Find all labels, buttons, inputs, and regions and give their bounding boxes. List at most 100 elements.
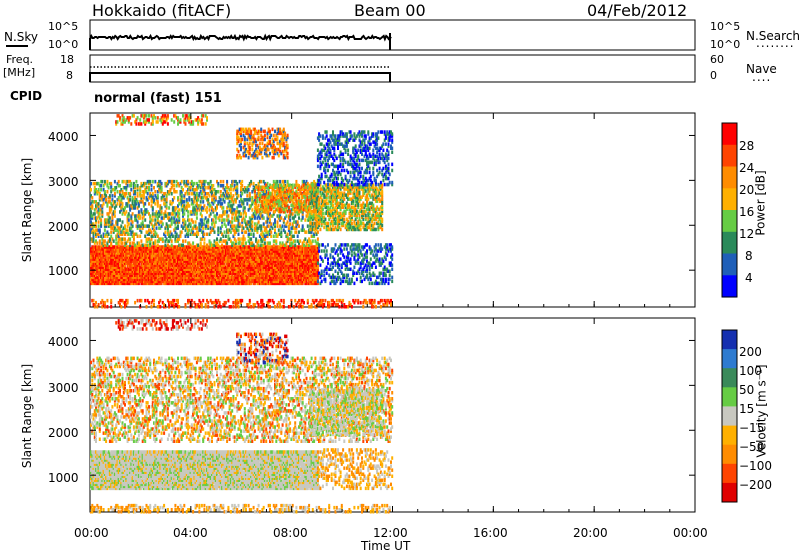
power-cell [126, 247, 129, 251]
power-cell [158, 257, 161, 261]
power-cell [105, 247, 108, 251]
power-cell [91, 273, 94, 277]
power-cell [132, 271, 135, 275]
power-cell [141, 265, 144, 269]
power-cell [121, 241, 124, 245]
power-cell [106, 265, 109, 269]
power-cell [180, 179, 183, 184]
power-cell [124, 273, 126, 277]
power-cell [113, 271, 116, 275]
power-cell [106, 245, 109, 249]
power-cell [304, 237, 307, 241]
power-cell [219, 237, 222, 241]
power-cell [154, 263, 157, 267]
power-cell [251, 228, 254, 232]
power-cell [146, 279, 149, 284]
power-cell [142, 253, 145, 257]
power-cell [107, 232, 110, 236]
power-cell [132, 245, 135, 249]
power-cell [125, 210, 128, 214]
power-cell [144, 269, 147, 273]
power-cell [214, 196, 217, 200]
power-cell [92, 265, 95, 269]
power-cell [112, 257, 115, 261]
power-cell [129, 198, 132, 202]
power-cell [124, 269, 126, 273]
power-cell [148, 253, 150, 257]
power-cell [136, 267, 139, 271]
power-cell [134, 279, 137, 284]
power-cell [111, 271, 114, 275]
power-ytick-2000: 2000 [48, 220, 79, 234]
power-cell [151, 265, 154, 269]
power-cell [135, 265, 138, 269]
power-cell [139, 214, 142, 218]
power-cell [100, 265, 103, 269]
power-cell [137, 273, 140, 277]
power-cell [137, 245, 140, 249]
power-cell [158, 267, 161, 271]
power-cell [108, 216, 111, 220]
power-cell [142, 273, 145, 277]
power-cell [139, 267, 142, 271]
power-cell [117, 249, 120, 253]
power-cell [136, 192, 139, 196]
power-cell [150, 257, 153, 261]
power-cell [135, 273, 138, 277]
power-cell [151, 271, 154, 275]
power-cell [98, 259, 101, 263]
power-cell [113, 259, 116, 263]
noise-right-tick-bottom: 10^0 [710, 38, 741, 51]
power-cell [158, 261, 161, 265]
power-cell [135, 269, 138, 273]
power-cell [139, 271, 142, 275]
power-cell [102, 247, 105, 251]
power-cell [116, 202, 119, 206]
power-cell [141, 220, 144, 224]
power-cell [119, 257, 121, 261]
power-cell [188, 218, 191, 222]
power-cell [153, 186, 155, 190]
noise-panel-frame [89, 19, 696, 51]
power-cell [246, 194, 249, 198]
power-cell [126, 184, 129, 188]
velocity-cb-tick-neg100: −100 [739, 459, 772, 473]
power-cell [155, 245, 158, 249]
power-cell [177, 224, 179, 228]
power-cell [124, 249, 126, 253]
power-cell [98, 277, 101, 282]
power-cell [117, 269, 120, 273]
power-cell [153, 261, 155, 265]
power-cell [96, 277, 99, 282]
power-cell [141, 251, 144, 255]
power-cell [153, 277, 155, 282]
power-cell [96, 265, 99, 269]
power-cell [120, 271, 123, 275]
power-cell [121, 220, 124, 224]
power-cell [117, 261, 120, 265]
power-cell [95, 247, 97, 251]
power-cell [145, 261, 148, 265]
power-cell [263, 241, 266, 245]
power-cell [96, 247, 99, 251]
power-cell [156, 253, 159, 257]
power-cell [90, 259, 92, 263]
power-cell [105, 275, 108, 280]
power-cell [136, 259, 139, 263]
power-cell [112, 265, 115, 269]
power-cell [97, 224, 100, 228]
power-cell [142, 269, 145, 273]
power-cell [112, 255, 115, 259]
noise-panel [89, 19, 696, 51]
power-cell [154, 245, 157, 249]
power-cell [112, 259, 115, 263]
power-cell [121, 202, 124, 206]
power-cell [112, 277, 115, 282]
power-cell [122, 265, 125, 269]
power-cell [136, 234, 139, 238]
power-cell [140, 261, 143, 265]
power-cell [120, 265, 123, 269]
power-cell [146, 251, 149, 255]
power-cell [229, 230, 232, 234]
velocity-cb-tick-200: 200 [739, 345, 762, 359]
